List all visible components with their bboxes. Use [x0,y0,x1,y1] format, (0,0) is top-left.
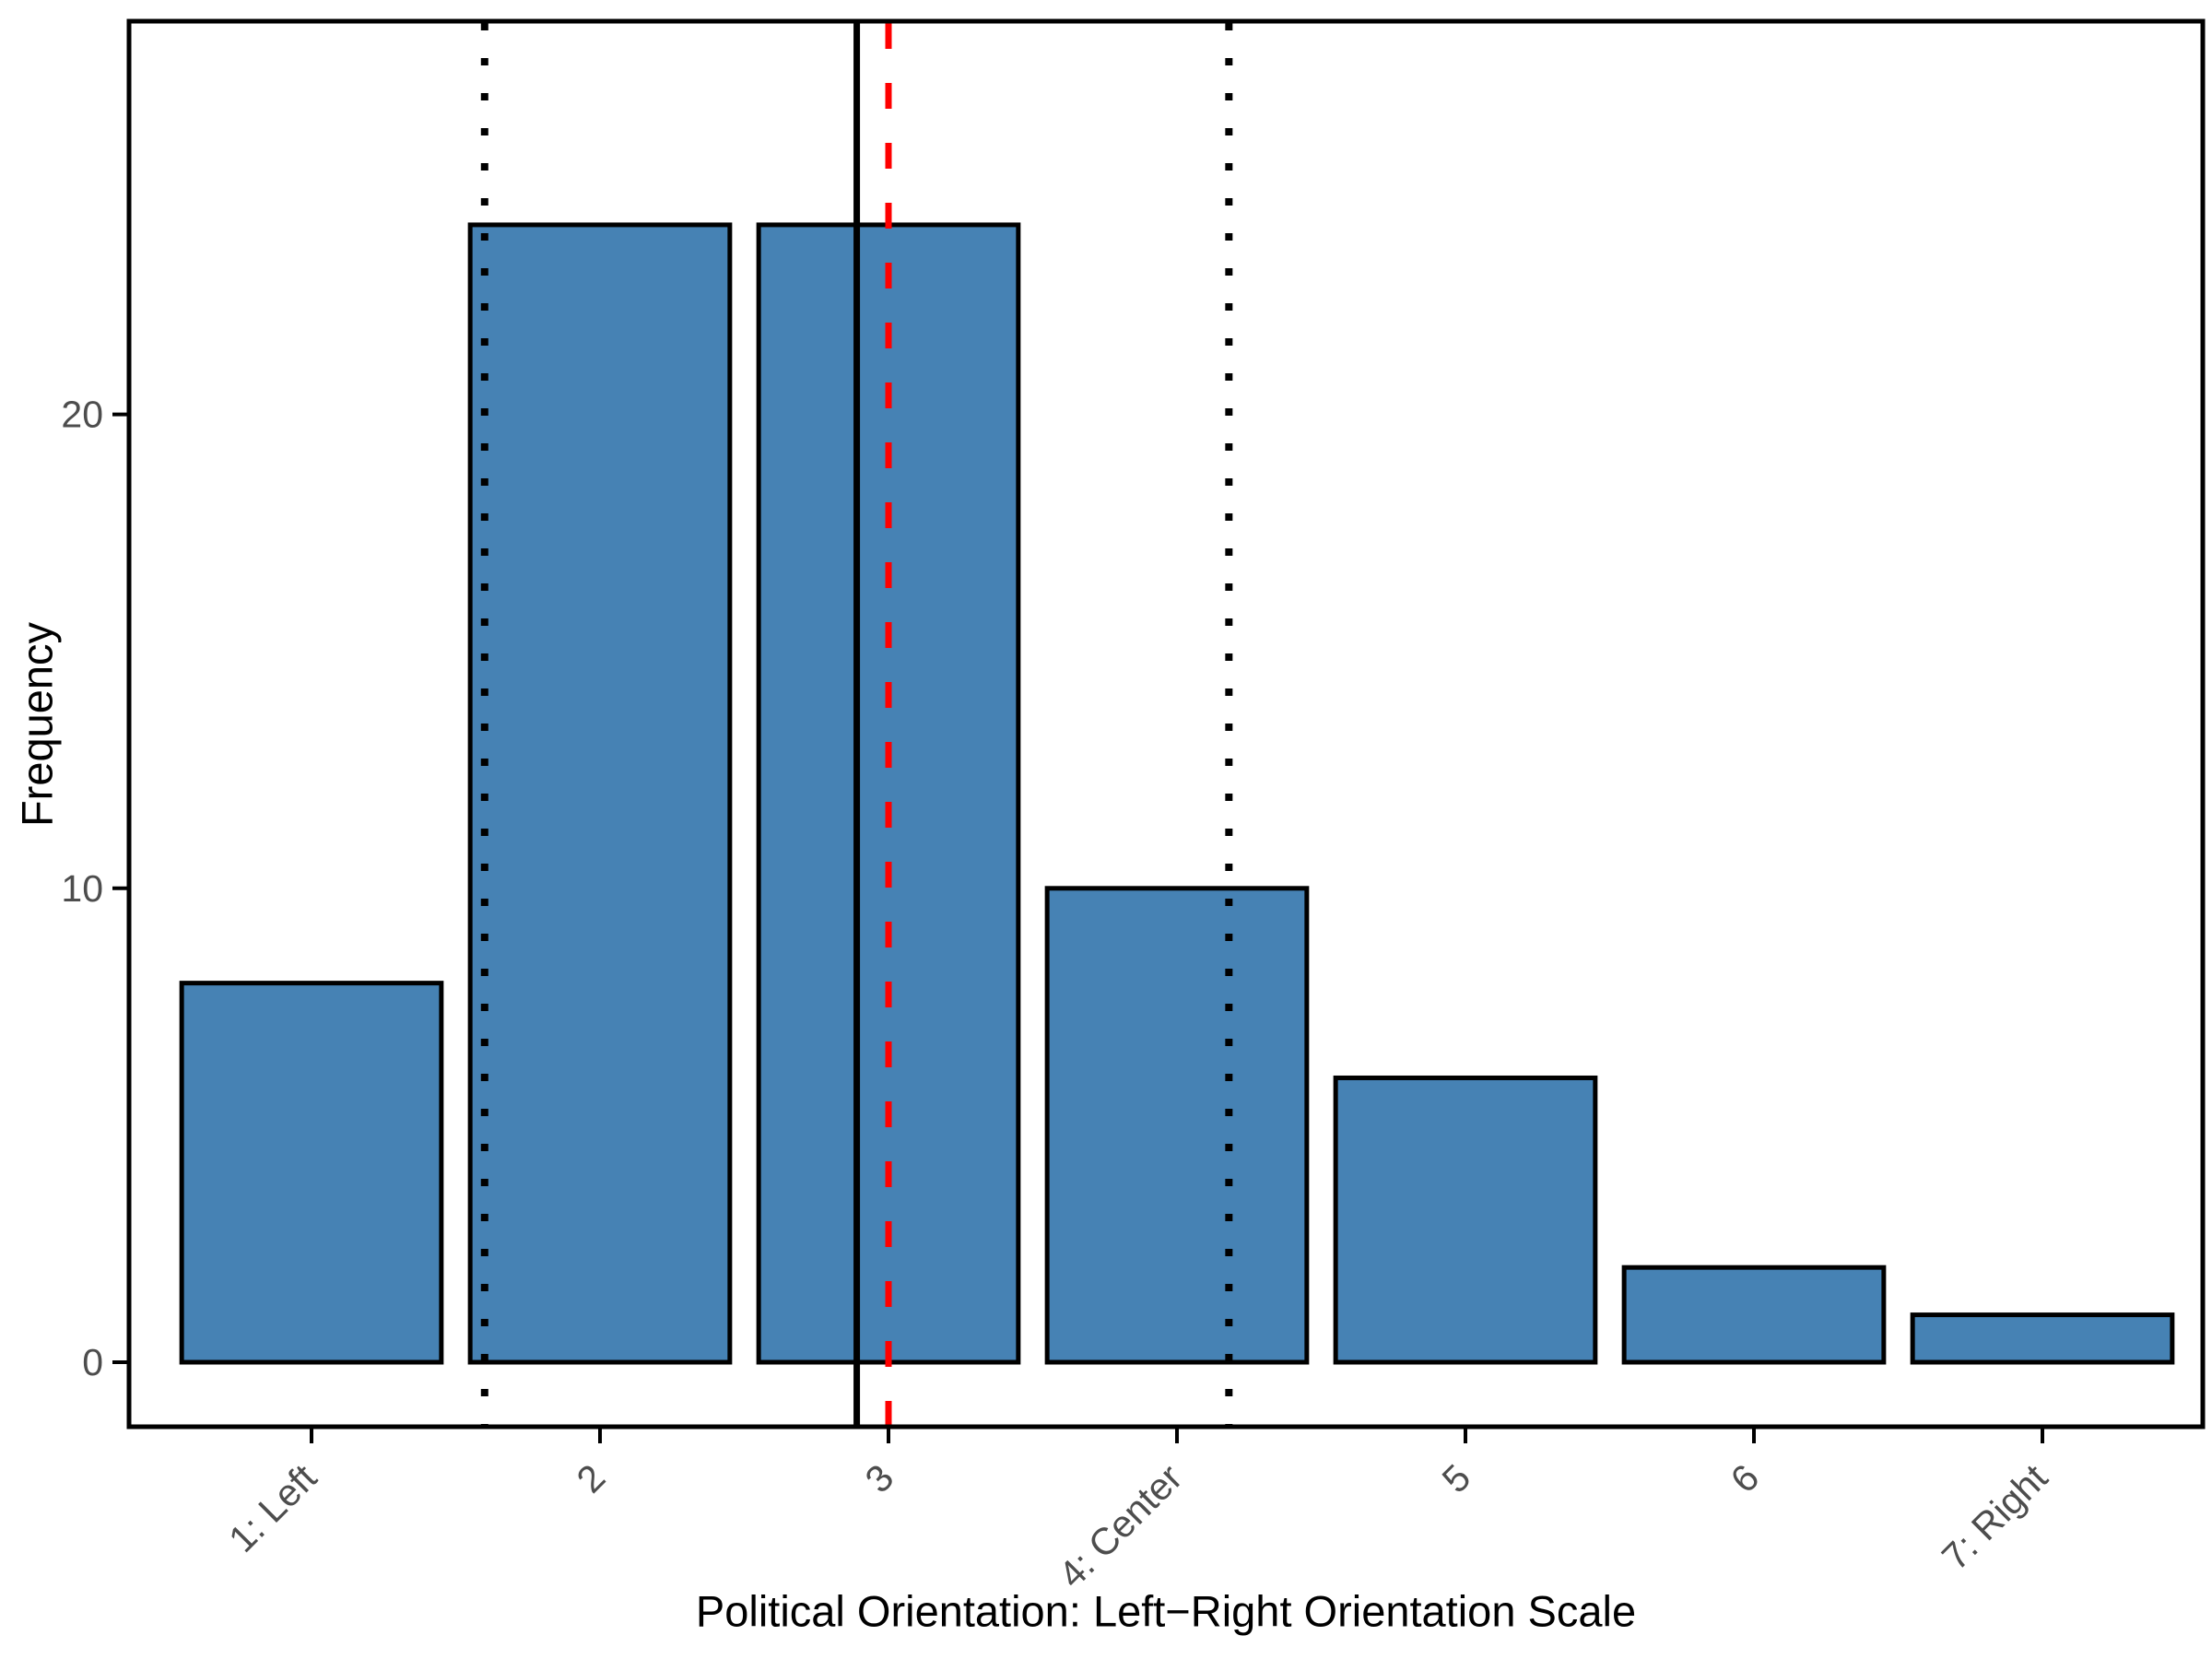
x-tick-label-4: 4: Center [1051,1456,1191,1596]
bar-5 [1333,1075,1598,1365]
y-tick-label: 20 [61,394,103,436]
bar-2 [467,222,733,1365]
x-tick-label-7: 7: Right [1934,1455,2056,1578]
y-tick-label: 0 [82,1341,103,1383]
y-axis-title: Frequency [12,621,62,828]
bar-1: Left [179,981,444,1365]
panel-border [126,18,2206,1430]
bar-6 [1621,1265,1887,1365]
y-tick-label: 10 [61,867,103,910]
bar-4: Center [1044,886,1310,1365]
x-tick-label-5: 5 [1434,1456,1479,1501]
x-axis-title: Political Orientation: Left−Right Orient… [695,1586,1637,1636]
bar-7: Right [1910,1312,2175,1365]
x-tick-label-1: 1: Left [220,1455,325,1560]
x-tick-label-3: 3 [857,1456,902,1501]
x-tick-label-2: 2 [569,1456,614,1501]
x-tick-label-6: 6 [1723,1456,1768,1501]
